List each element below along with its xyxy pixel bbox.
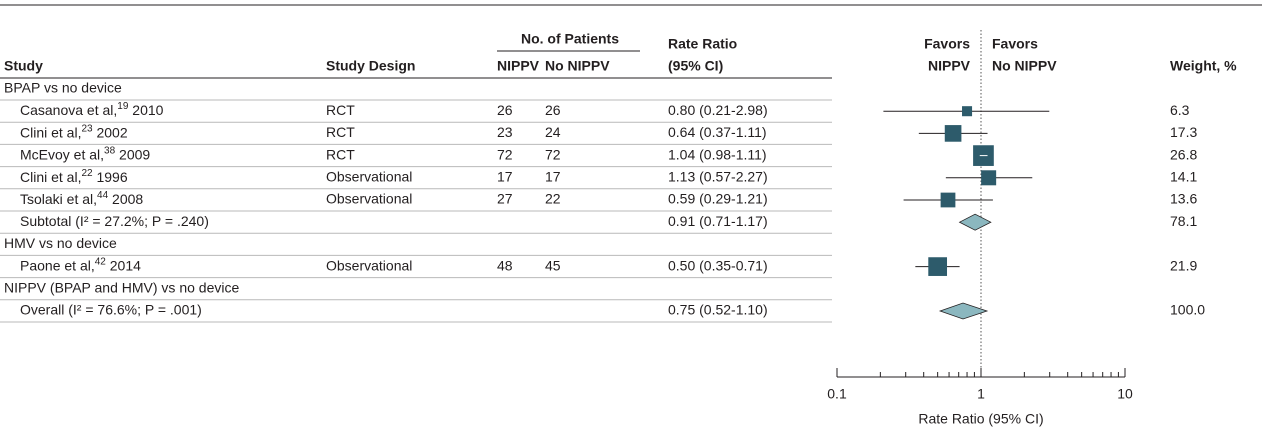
x-tick-label: 0.1: [827, 386, 847, 402]
group-label: NIPPV (BPAP and HMV) vs no device: [4, 280, 239, 296]
weight: 14.1: [1170, 169, 1197, 185]
study-author: Clini et al,: [20, 124, 81, 140]
column-header: Weight, %: [1170, 58, 1237, 74]
study-year: 2009: [115, 146, 150, 162]
column-header: Rate Ratio: [668, 36, 737, 52]
effect-square: [928, 257, 948, 276]
study-ref: 42: [95, 256, 107, 267]
study-design: RCT: [326, 124, 355, 140]
study-year: 2002: [93, 124, 128, 140]
nippv-count: 17: [497, 169, 513, 185]
no-nippv-count: 45: [545, 257, 561, 273]
effect-square: [981, 170, 997, 186]
weight: 100.0: [1170, 302, 1205, 318]
rate-ratio-ci: 1.04 (0.98-1.11): [668, 146, 767, 162]
study-author: Casanova et al,: [20, 102, 117, 118]
summary-diamond: [958, 213, 992, 231]
study-author: McEvoy et al,: [20, 146, 104, 162]
column-header: Favors: [924, 36, 970, 52]
x-tick-label: 10: [1117, 386, 1133, 402]
nippv-count: 72: [497, 146, 513, 162]
study-name: Clini et al,22 1996: [20, 167, 128, 184]
study-ref: 38: [104, 145, 116, 156]
study-name: Tsolaki et al,44 2008: [20, 190, 143, 207]
nippv-count: 26: [497, 102, 513, 118]
weight: 26.8: [1170, 146, 1197, 162]
nippv-count: 27: [497, 191, 513, 207]
rate-ratio-ci: 0.75 (0.52-1.10): [668, 302, 768, 318]
group-label: BPAP vs no device: [4, 80, 122, 96]
summary-label: Overall (I² = 76.6%; P = .001): [20, 302, 202, 318]
nippv-count: 48: [497, 257, 513, 273]
rate-ratio-ci: 0.59 (0.29-1.21): [668, 191, 768, 207]
weight: 78.1: [1170, 213, 1197, 229]
study-author: Paone et al,: [20, 257, 95, 273]
study-design: Observational: [326, 257, 412, 273]
study-year: 2010: [128, 102, 163, 118]
nippv-count: 23: [497, 124, 513, 140]
weight: 21.9: [1170, 257, 1197, 273]
group-label: HMV vs no device: [4, 235, 117, 251]
study-author: Tsolaki et al,: [20, 191, 97, 207]
rate-ratio-ci: 0.80 (0.21-2.98): [668, 102, 768, 118]
no-nippv-count: 17: [545, 169, 561, 185]
study-name: Paone et al,42 2014: [20, 256, 141, 273]
column-header: Study Design: [326, 58, 415, 74]
study-name: Casanova et al,19 2010: [20, 101, 164, 118]
no-nippv-count: 24: [545, 124, 561, 140]
rate-ratio-ci: 1.13 (0.57-2.27): [668, 169, 768, 185]
study-name: McEvoy et al,38 2009: [20, 145, 150, 162]
effect-square: [940, 192, 956, 208]
study-ref: 44: [97, 190, 109, 201]
column-header: No NIPPV: [992, 58, 1057, 74]
column-header: No. of Patients: [521, 31, 619, 47]
study-design: Observational: [326, 169, 412, 185]
study-year: 2008: [108, 191, 143, 207]
no-nippv-count: 26: [545, 102, 561, 118]
rate-ratio-ci: 0.50 (0.35-0.71): [668, 257, 768, 273]
weight: 6.3: [1170, 102, 1190, 118]
study-year: 1996: [93, 169, 128, 185]
x-axis-label: Rate Ratio (95% CI): [918, 411, 1043, 427]
column-header: Favors: [992, 36, 1038, 52]
study-design: RCT: [326, 102, 355, 118]
rate-ratio-ci: 0.64 (0.37-1.11): [668, 124, 767, 140]
study-author: Clini et al,: [20, 169, 81, 185]
no-nippv-count: 72: [545, 146, 561, 162]
study-ref: 22: [81, 167, 93, 178]
effect-square: [944, 125, 962, 142]
effect-square: [962, 106, 973, 117]
weight: 13.6: [1170, 191, 1197, 207]
column-header: NIPPV: [928, 58, 971, 74]
x-tick-label: 1: [977, 386, 985, 402]
study-year: 2014: [106, 257, 141, 273]
no-nippv-count: 22: [545, 191, 561, 207]
column-header: Study: [4, 58, 43, 74]
study-design: Observational: [326, 191, 412, 207]
weight: 17.3: [1170, 124, 1197, 140]
column-header: NIPPV: [497, 58, 540, 74]
summary-diamond: [938, 302, 989, 320]
study-name: Clini et al,23 2002: [20, 123, 128, 140]
column-header: (95% CI): [668, 58, 723, 74]
study-ref: 23: [81, 123, 93, 134]
study-design: RCT: [326, 146, 355, 162]
summary-label: Subtotal (I² = 27.2%; P = .240): [20, 213, 209, 229]
rate-ratio-ci: 0.91 (0.71-1.17): [668, 213, 768, 229]
column-header: No NIPPV: [545, 58, 610, 74]
study-ref: 19: [117, 101, 129, 112]
